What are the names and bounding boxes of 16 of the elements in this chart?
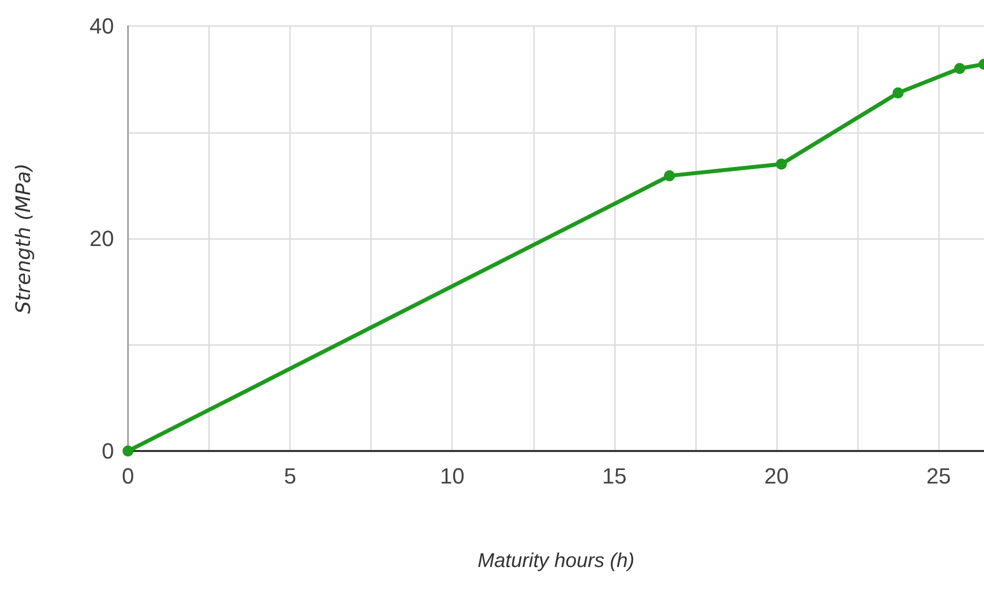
- x-tick-label: 0: [122, 464, 134, 488]
- x-tick-label: 10: [440, 464, 464, 488]
- x-tick-label: 25: [926, 464, 951, 488]
- point: [122, 446, 134, 456]
- point: [892, 87, 904, 98]
- point: [954, 63, 966, 74]
- x-tick-label: 5: [284, 464, 296, 488]
- y-tick-label: 20: [90, 226, 114, 251]
- point: [776, 158, 787, 170]
- y-axis-title: Strength (MPa): [11, 163, 35, 314]
- y-tick-label: 40: [90, 14, 114, 38]
- y-tick-label: 0: [102, 438, 114, 464]
- x-tick-label: 15: [602, 464, 627, 488]
- x-axis-title: Maturity hours (h): [478, 550, 634, 572]
- x-tick-label: 20: [764, 464, 789, 488]
- point: [664, 170, 675, 182]
